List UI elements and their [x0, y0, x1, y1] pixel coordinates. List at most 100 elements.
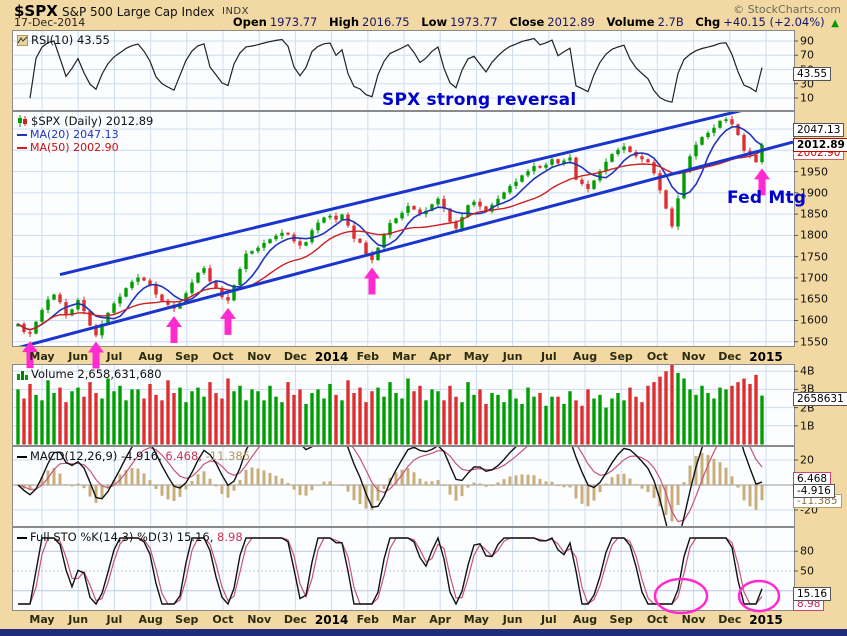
axis-label: 1850 [800, 207, 828, 221]
axis-label: 90 [800, 34, 814, 48]
high-label: High [329, 15, 360, 29]
value-callout: 2658631 [793, 391, 847, 406]
month-label: Oct [212, 350, 234, 363]
axis-label: 80 [800, 544, 814, 558]
axis-label: 1750 [800, 250, 828, 264]
macd-legend: MACD(12,26,9) -4.916, 6.468, -11.385 [17, 449, 250, 463]
month-label: 2015 [749, 350, 783, 364]
month-label: Dec [718, 613, 742, 626]
ma50-line-swatch-icon [17, 147, 27, 149]
axis-label: 1B [800, 419, 815, 433]
month-label: Aug [572, 350, 598, 363]
macd-line-swatch-icon [17, 455, 27, 458]
copyright: © StockCharts.com [733, 3, 841, 16]
sto-legend-name: Full STO %K(14,3) %D(3) [30, 530, 174, 544]
ohlc-quote-line: Open 1973.77 High 2016.75 Low 1973.77 Close… [233, 15, 839, 29]
month-label: Jul [540, 350, 557, 363]
axis-label: 1900 [800, 186, 828, 200]
close-label: Close [509, 15, 545, 29]
month-label: Dec [283, 350, 307, 363]
chg-value: +40.15 (+2.04%) [723, 15, 825, 29]
close-value: 2012.89 [547, 15, 595, 29]
volume-legend-text: Volume 2,658,631,680 [31, 367, 162, 381]
month-label: 2014 [314, 613, 349, 627]
month-label: 2015 [749, 613, 783, 627]
month-label: Mar [392, 350, 416, 363]
month-label: Dec [283, 613, 307, 626]
macd-legend-name: MACD(12,26,9) [30, 449, 118, 463]
price-legend-text: $SPX (Daily) 2012.89 [31, 114, 154, 128]
open-value: 1973.77 [269, 15, 318, 29]
month-label: Aug [138, 350, 163, 363]
ma20-legend-text: MA(20) 2047.13 [30, 128, 119, 141]
month-label: Dec [718, 350, 742, 363]
month-label: May [463, 613, 489, 626]
axis-label: 1550 [800, 335, 828, 349]
month-label: Nov [681, 613, 706, 626]
month-label: May [463, 350, 489, 363]
value-callout: -4.916 [793, 484, 835, 499]
month-axis-top: May Jun Jul Aug Sep Oct Nov Dec 2014 Feb Mar Apr May… [0, 349, 847, 366]
macd-signal-value: 6.468, [165, 449, 202, 463]
rsi-legend-text: RSI(10) 43.55 [31, 33, 110, 47]
ma20-line-swatch-icon [17, 134, 27, 136]
open-label: Open [232, 15, 267, 29]
axis-label: 1650 [800, 292, 828, 306]
sto-legend: Full STO %K(14,3) %D(3) 15.16, 8.98 [17, 530, 243, 544]
month-label: Oct [646, 350, 668, 363]
month-label: Feb [356, 350, 379, 363]
month-label: Jul [106, 613, 123, 626]
month-label: Apr [429, 613, 452, 626]
candlestick-icon [17, 115, 28, 130]
month-label: Sep [609, 350, 633, 363]
annotation-fed-mtg: Fed Mtg [727, 188, 807, 208]
sto-k-value: 15.16, [176, 530, 214, 544]
month-label: Feb [356, 613, 379, 626]
month-label: Nov [247, 613, 272, 626]
value-callout: 2012.89 [793, 137, 847, 152]
axis-label: 4B [800, 364, 815, 378]
exchange-label: INDX [222, 6, 249, 17]
chg-label: Chg [695, 15, 721, 29]
month-label: Jun [502, 613, 523, 626]
month-label: Oct [646, 613, 668, 626]
axis-label: 1700 [800, 271, 828, 285]
volume-legend: Volume 2,658,631,680 [17, 367, 162, 383]
month-label: Sep [175, 350, 199, 363]
axis-label: 1800 [800, 228, 828, 242]
bottom-window-strip [0, 629, 847, 636]
month-label: Nov [681, 350, 706, 363]
volume-bars-icon [17, 369, 28, 383]
axis-label: 1950 [800, 165, 828, 179]
rsi-legend: RSI(10) 43.55 [16, 33, 110, 49]
sto-line-swatch-icon [17, 536, 27, 539]
month-label: Jul [540, 613, 557, 626]
ma50-legend: MA(50) 2002.90 [17, 141, 119, 154]
index-name: S&P 500 Large Cap Index [62, 5, 215, 19]
month-label: Jul [106, 350, 123, 363]
chart-date: 17-Dec-2014 [14, 16, 86, 29]
month-label: Oct [212, 613, 234, 626]
axis-label: 50 [800, 564, 814, 578]
month-label: Jun [68, 350, 89, 363]
value-callout: 15.16 [793, 586, 832, 601]
month-axis-bottom: May Jun Jul Aug Sep Oct Nov Dec 2014 Feb Mar Apr May… [0, 612, 847, 629]
month-label: Aug [138, 613, 163, 626]
macd-value: -4.916, [121, 449, 162, 463]
low-value: 1973.77 [450, 15, 498, 29]
symbol: $SPX [14, 2, 58, 20]
annotation-spx-strong-reversal: SPX strong reversal [382, 90, 577, 110]
volume-label: Volume [606, 15, 655, 29]
month-label: Nov [247, 350, 272, 363]
volume-value: 2.7B [657, 15, 684, 29]
indicator-chart-icon [16, 34, 29, 49]
axis-label: 10 [800, 91, 814, 105]
high-value: 2016.75 [362, 15, 410, 29]
macd-hist-value: -11.385 [205, 449, 251, 463]
month-label: 2014 [314, 350, 349, 364]
month-label: Jun [68, 613, 89, 626]
axis-label: 1600 [800, 313, 828, 327]
value-callout: 2047.13 [793, 123, 845, 138]
value-callout: 43.55 [793, 67, 832, 82]
month-label: Sep [609, 613, 633, 626]
